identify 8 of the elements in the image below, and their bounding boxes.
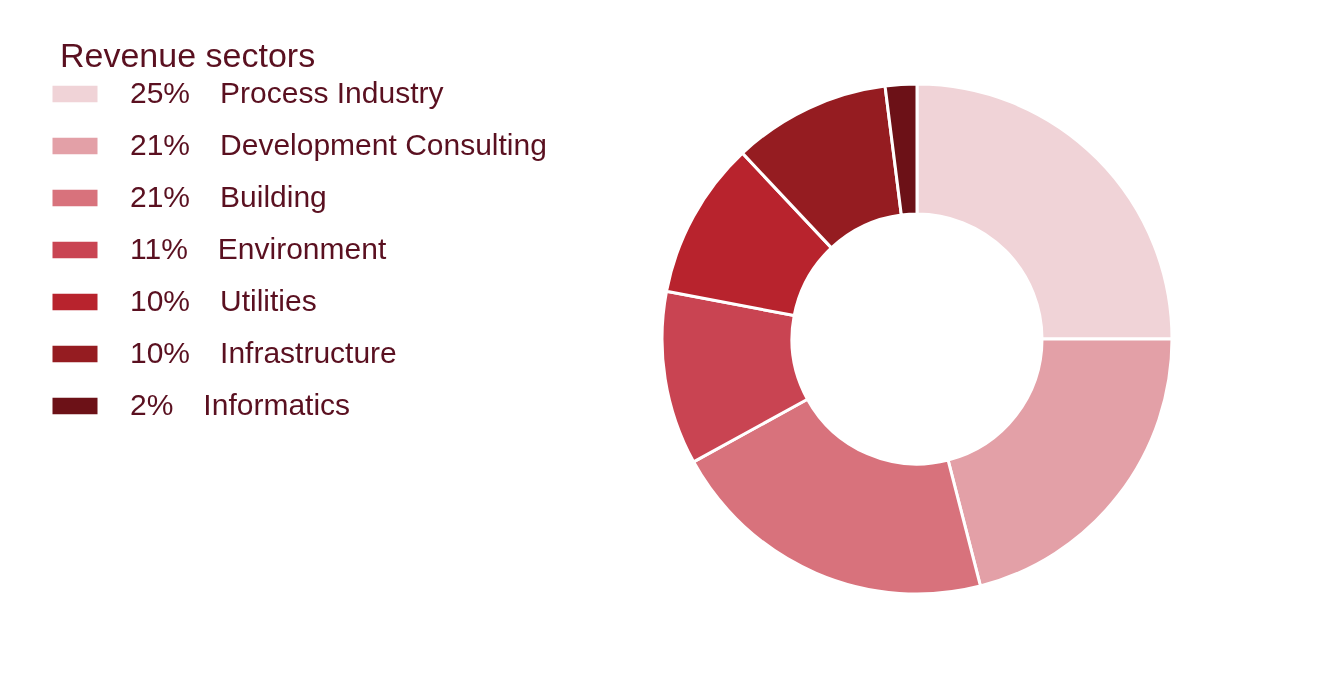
legend-label: 25% Process Industry	[130, 76, 444, 109]
legend-label: 2% Informatics	[130, 388, 351, 421]
chart-title: Revenue sectors	[60, 36, 316, 74]
legend-label: 21% Development Consulting	[130, 128, 547, 161]
legend-label: 21% Building	[130, 180, 327, 213]
legend-label: 10% Infrastructure	[130, 336, 397, 369]
legend-label: 10% Utilities	[130, 284, 317, 317]
legend-label: 11% Environment	[130, 232, 387, 265]
